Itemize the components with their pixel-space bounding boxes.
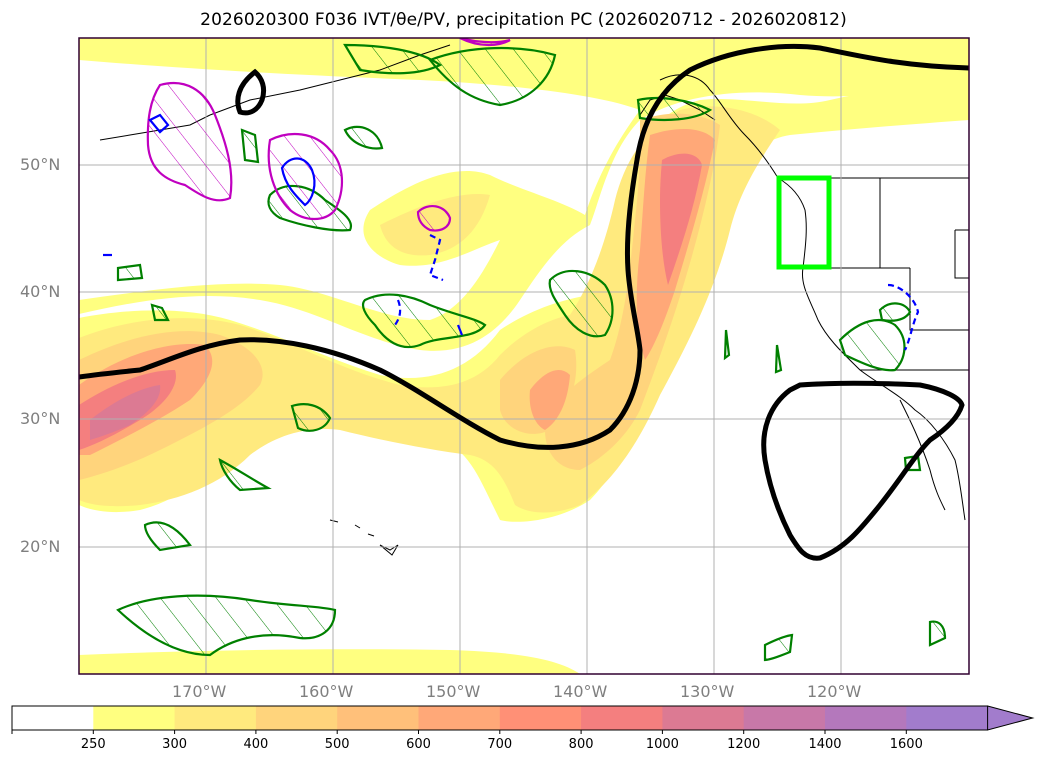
lon-label-160w: 160°W: [299, 682, 354, 701]
colorbar-tick-label: 1600: [889, 737, 923, 752]
colorbar-segment: [662, 706, 745, 730]
colorbar-segment: [418, 706, 501, 730]
colorbar-tick-label: 500: [324, 737, 350, 752]
colorbar-tick-label: 1400: [808, 737, 842, 752]
lon-label-170w: 170°W: [172, 682, 227, 701]
precipitation-contours: [116, 43, 947, 662]
coastlines: [99, 44, 969, 556]
colorbar-segment: [906, 706, 989, 730]
region-highlight-box: [776, 175, 832, 270]
colorbar-tick-label: 1200: [727, 737, 761, 752]
ivt-250-band: [79, 38, 969, 351]
colorbar-tick-label: 250: [80, 737, 106, 752]
colorbar-segment: [825, 706, 907, 730]
theta-e-contours: [79, 44, 969, 561]
colorbar-segment: [255, 706, 338, 730]
lat-label-20n: 20°N: [20, 537, 61, 556]
lon-label-150w: 150°W: [426, 682, 481, 701]
lon-label-130w: 130°W: [680, 682, 735, 701]
colorbar-tick-label: 300: [162, 737, 187, 752]
colorbar-segment: [743, 706, 826, 730]
map-area: [79, 38, 969, 674]
colorbar-segment: [499, 706, 582, 730]
lat-label-50n: 50°N: [20, 155, 61, 174]
colorbar-tick-label: 600: [406, 737, 431, 752]
colorbar-tick-label: 400: [243, 737, 269, 752]
plot-title: 2026020300 F036 IVT/θe/PV, precipitation…: [200, 10, 847, 30]
colorbar-segment: [337, 706, 419, 730]
colorbar-tick-label: 1000: [645, 737, 679, 752]
pv-negative-contours: [103, 113, 920, 351]
colorbar-segment: [581, 706, 663, 730]
colorbar-tick-label: 700: [487, 737, 513, 752]
colorbar-segment: [174, 706, 257, 730]
colorbar-segment: [93, 706, 176, 730]
map-frame: [78, 37, 970, 675]
colorbar-tick-label: 800: [568, 737, 594, 752]
lon-label-140w: 140°W: [553, 682, 608, 701]
colorbar-segment-below: [12, 706, 94, 730]
colorbar-extend-arrow: [987, 705, 1035, 731]
colorbar: [11, 705, 1035, 734]
lat-label-30n: 30°N: [20, 409, 61, 428]
lat-label-40n: 40°N: [20, 282, 61, 301]
pv-positive-contours: [146, 38, 511, 232]
lon-label-120w: 120°W: [807, 682, 862, 701]
